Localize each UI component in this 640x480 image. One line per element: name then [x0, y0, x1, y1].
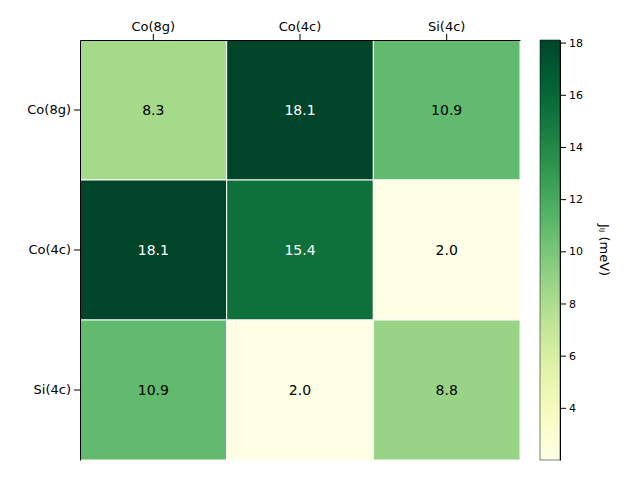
y-tick: Si(4c) — [34, 382, 80, 397]
colorbar-tick-mark — [560, 303, 566, 304]
y-tick-label: Si(4c) — [34, 382, 71, 397]
data-label: 18.1 — [138, 242, 169, 258]
data-label: 2.0 — [436, 242, 458, 258]
y-tick-label: Co(8g) — [27, 102, 71, 117]
data-label: 2.0 — [289, 382, 311, 398]
x-tick: Co(8g) — [131, 19, 175, 40]
colorbar-group: 4 6 8 10 12 14 16 18 Jᵢⱼ (meV) — [540, 37, 612, 461]
colorbar-tick-label: 4 — [569, 402, 576, 415]
colorbar-tick-label: 8 — [569, 297, 576, 310]
colorbar-tick: 14 — [560, 141, 583, 154]
colorbar-tick: 10 — [560, 245, 583, 258]
colorbar-tick-label: 16 — [569, 89, 583, 102]
colorbar-tick: 8 — [560, 297, 576, 310]
data-label: 15.4 — [284, 242, 315, 258]
heatmap-cell — [227, 40, 374, 180]
x-tick-mark — [300, 34, 301, 40]
colorbar-axis: 4 6 8 10 12 14 16 18 — [560, 37, 583, 461]
x-tick-mark — [153, 34, 154, 40]
x-tick-mark — [446, 34, 447, 40]
colorbar-axis-line — [560, 41, 561, 461]
colorbar-tick: 16 — [560, 89, 583, 102]
y-tick-mark — [74, 250, 80, 251]
colorbar-tick-mark — [560, 408, 566, 409]
heatmap-cell — [227, 320, 374, 460]
colorbar-tick: 18 — [560, 37, 583, 50]
x-tick-label: Co(4c) — [279, 19, 322, 34]
plot: 8.318.110.918.115.42.010.92.08.8Co(8g)Co… — [27, 19, 611, 461]
colorbar-tick-mark — [560, 147, 566, 148]
x-tick-label: Co(8g) — [131, 19, 175, 34]
y-axis-line — [80, 41, 81, 461]
y-tick-label: Co(4c) — [28, 242, 71, 257]
colorbar-tick-mark — [560, 251, 566, 252]
x-axis: Co(8g) Co(4c) Si(4c) — [81, 19, 521, 41]
colorbar-tick-mark — [560, 199, 566, 200]
y-tick-mark — [74, 110, 80, 111]
colorbar-tick: 4 — [560, 402, 576, 415]
heatmap-cell — [227, 180, 374, 320]
colorbar-tick-label: 10 — [569, 245, 583, 258]
chart-container: 8.318.110.918.115.42.010.92.08.8Co(8g)Co… — [0, 0, 640, 480]
heatmap-cell — [80, 180, 227, 320]
colorbar-tick-label: 6 — [569, 350, 576, 363]
data-label: 10.9 — [431, 102, 462, 118]
cells — [80, 40, 520, 460]
data-labels: 8.3 18.1 10.9 18.1 15.4 2.0 10.9 2.0 8.8 — [138, 102, 463, 398]
colorbar-tick-label: 18 — [569, 37, 583, 50]
data-label: 18.1 — [284, 102, 315, 118]
colorbar-tick-label: 14 — [569, 141, 583, 154]
data-label: 8.3 — [142, 102, 164, 118]
data-label: 10.9 — [138, 382, 169, 398]
colorbar-tick-label: 12 — [569, 193, 583, 206]
y-tick: Co(8g) — [27, 102, 80, 117]
heatmap-cell — [80, 320, 227, 460]
heatmap-cell — [373, 180, 520, 320]
colorbar-label: Jᵢⱼ (meV) — [597, 223, 612, 276]
colorbar-tick-mark — [560, 95, 566, 96]
colorbar-tick-mark — [560, 356, 566, 357]
heatmap-cell — [373, 40, 520, 180]
heatmap-cell — [80, 40, 227, 180]
y-axis: Co(8g) Co(4c) Si(4c) — [27, 41, 80, 461]
x-tick: Co(4c) — [279, 19, 322, 40]
x-tick: Si(4c) — [428, 19, 465, 40]
colorbar — [540, 40, 560, 460]
y-tick: Co(4c) — [28, 242, 80, 257]
x-axis-line — [81, 40, 521, 41]
chart-svg: 8.318.110.918.115.42.010.92.08.8Co(8g)Co… — [0, 0, 640, 480]
x-tick-label: Si(4c) — [428, 19, 465, 34]
data-label: 8.8 — [436, 382, 458, 398]
colorbar-tick: 12 — [560, 193, 583, 206]
colorbar-tick: 6 — [560, 350, 576, 363]
heatmap-cell — [373, 320, 520, 460]
y-tick-mark — [74, 390, 80, 391]
colorbar-tick-mark — [560, 43, 566, 44]
